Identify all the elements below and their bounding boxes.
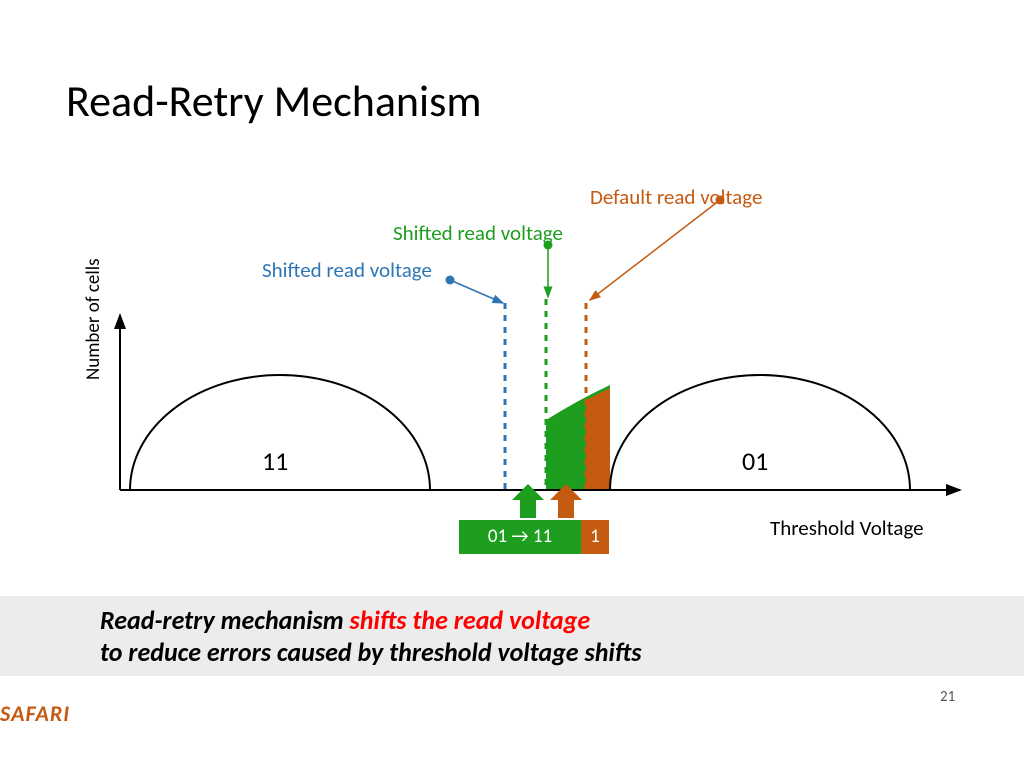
conclusion-box: Read-retry mechanism shifts the read vol… — [0, 596, 1024, 676]
annot-arrow-orange — [590, 200, 720, 300]
chart-svg — [0, 0, 1024, 600]
conclusion-red: shifts the read voltage — [350, 604, 591, 636]
hump-left — [130, 375, 430, 490]
fill-region-orange — [586, 388, 610, 490]
conclusion-black-1: Read-retry mechanism — [100, 604, 350, 636]
footer-logo: SAFARI — [0, 700, 70, 727]
page-number: 21 — [940, 688, 955, 706]
annot-arrow-blue — [450, 280, 503, 303]
hump-right — [610, 375, 910, 490]
transition-box-orange: 1 — [581, 520, 609, 554]
transition-box-green: 01 → 11 — [459, 520, 581, 554]
conclusion-line-2: to reduce errors caused by threshold vol… — [100, 636, 924, 668]
